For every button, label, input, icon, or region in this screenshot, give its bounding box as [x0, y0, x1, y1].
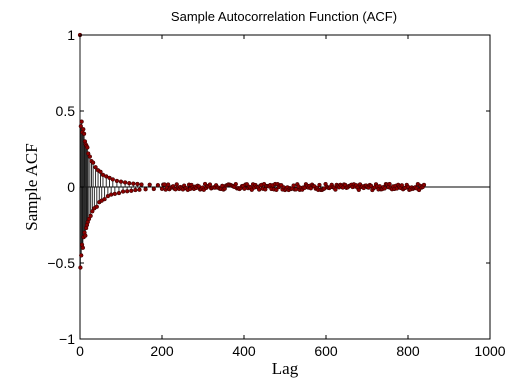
y-axis-label: Sample ACF — [22, 143, 41, 230]
acf-marker — [135, 181, 140, 187]
acf-marker — [93, 165, 98, 170]
acf-marker — [333, 187, 338, 192]
acf-marker — [129, 188, 134, 193]
y-tick-label: 1 — [67, 27, 75, 43]
x-axis-label: Lag — [272, 359, 299, 378]
chart-title: Sample Autocorrelation Function (ACF) — [171, 9, 397, 24]
x-tick-label: 600 — [314, 343, 338, 359]
acf-marker — [137, 187, 142, 192]
acf-marker — [79, 253, 84, 258]
x-tick-label: 1000 — [474, 343, 505, 359]
acf-marker — [78, 124, 83, 129]
acf-marker — [120, 189, 126, 194]
x-tick-label: 0 — [76, 343, 84, 359]
acf-marker — [257, 187, 262, 192]
y-tick-label: 0.5 — [56, 103, 76, 119]
acf-marker — [244, 182, 250, 187]
x-tick-label: 400 — [232, 343, 256, 359]
x-tick-label: 200 — [150, 343, 174, 359]
acf-marker — [317, 182, 322, 188]
acf-marker — [233, 181, 238, 187]
acf-marker — [81, 127, 86, 132]
acf-marker — [159, 186, 165, 191]
acf-marker — [87, 154, 92, 159]
acf-marker — [118, 179, 124, 184]
acf-marker — [242, 186, 247, 191]
acf-marker — [116, 190, 122, 196]
acf-marker — [399, 183, 405, 188]
acf-marker — [131, 181, 136, 186]
acf-marker — [110, 177, 115, 182]
acf-marker — [274, 187, 279, 192]
acf-marker — [139, 182, 144, 187]
acf-marker — [80, 245, 86, 250]
acf-marker — [122, 180, 128, 185]
y-tick-label: 0 — [67, 179, 75, 195]
y-tick-label: −0.5 — [47, 255, 75, 271]
acf-marker — [81, 131, 87, 136]
acf-marker — [382, 186, 387, 191]
acf-marker — [143, 187, 148, 192]
acf-marker — [85, 145, 90, 150]
acf-marker — [356, 187, 361, 193]
acf-marker — [207, 182, 213, 187]
acf-marker — [133, 187, 138, 193]
y-tick-label: −1 — [59, 331, 75, 347]
acf-marker — [151, 186, 156, 192]
acf-marker — [94, 204, 99, 209]
x-tick-label: 800 — [396, 343, 420, 359]
acf-marker — [90, 160, 96, 165]
acf-marker — [90, 209, 95, 214]
acf-marker — [98, 169, 103, 174]
acf-marker — [147, 182, 152, 187]
acf-marker — [166, 182, 171, 187]
acf-marker — [291, 183, 296, 188]
acf-marker — [162, 182, 167, 187]
acf-marker — [421, 182, 427, 188]
acf-marker — [127, 181, 132, 186]
acf-marker — [78, 265, 83, 270]
acf-marker — [83, 233, 88, 238]
acf-marker — [114, 178, 120, 184]
acf-marker — [109, 192, 114, 197]
acf-marker — [387, 181, 392, 187]
acf-marker — [102, 197, 107, 202]
acf-marker — [112, 191, 117, 196]
acf-marker — [88, 213, 93, 219]
acf-marker — [125, 189, 130, 194]
acf-marker — [155, 183, 161, 188]
acf-marker — [79, 119, 84, 124]
